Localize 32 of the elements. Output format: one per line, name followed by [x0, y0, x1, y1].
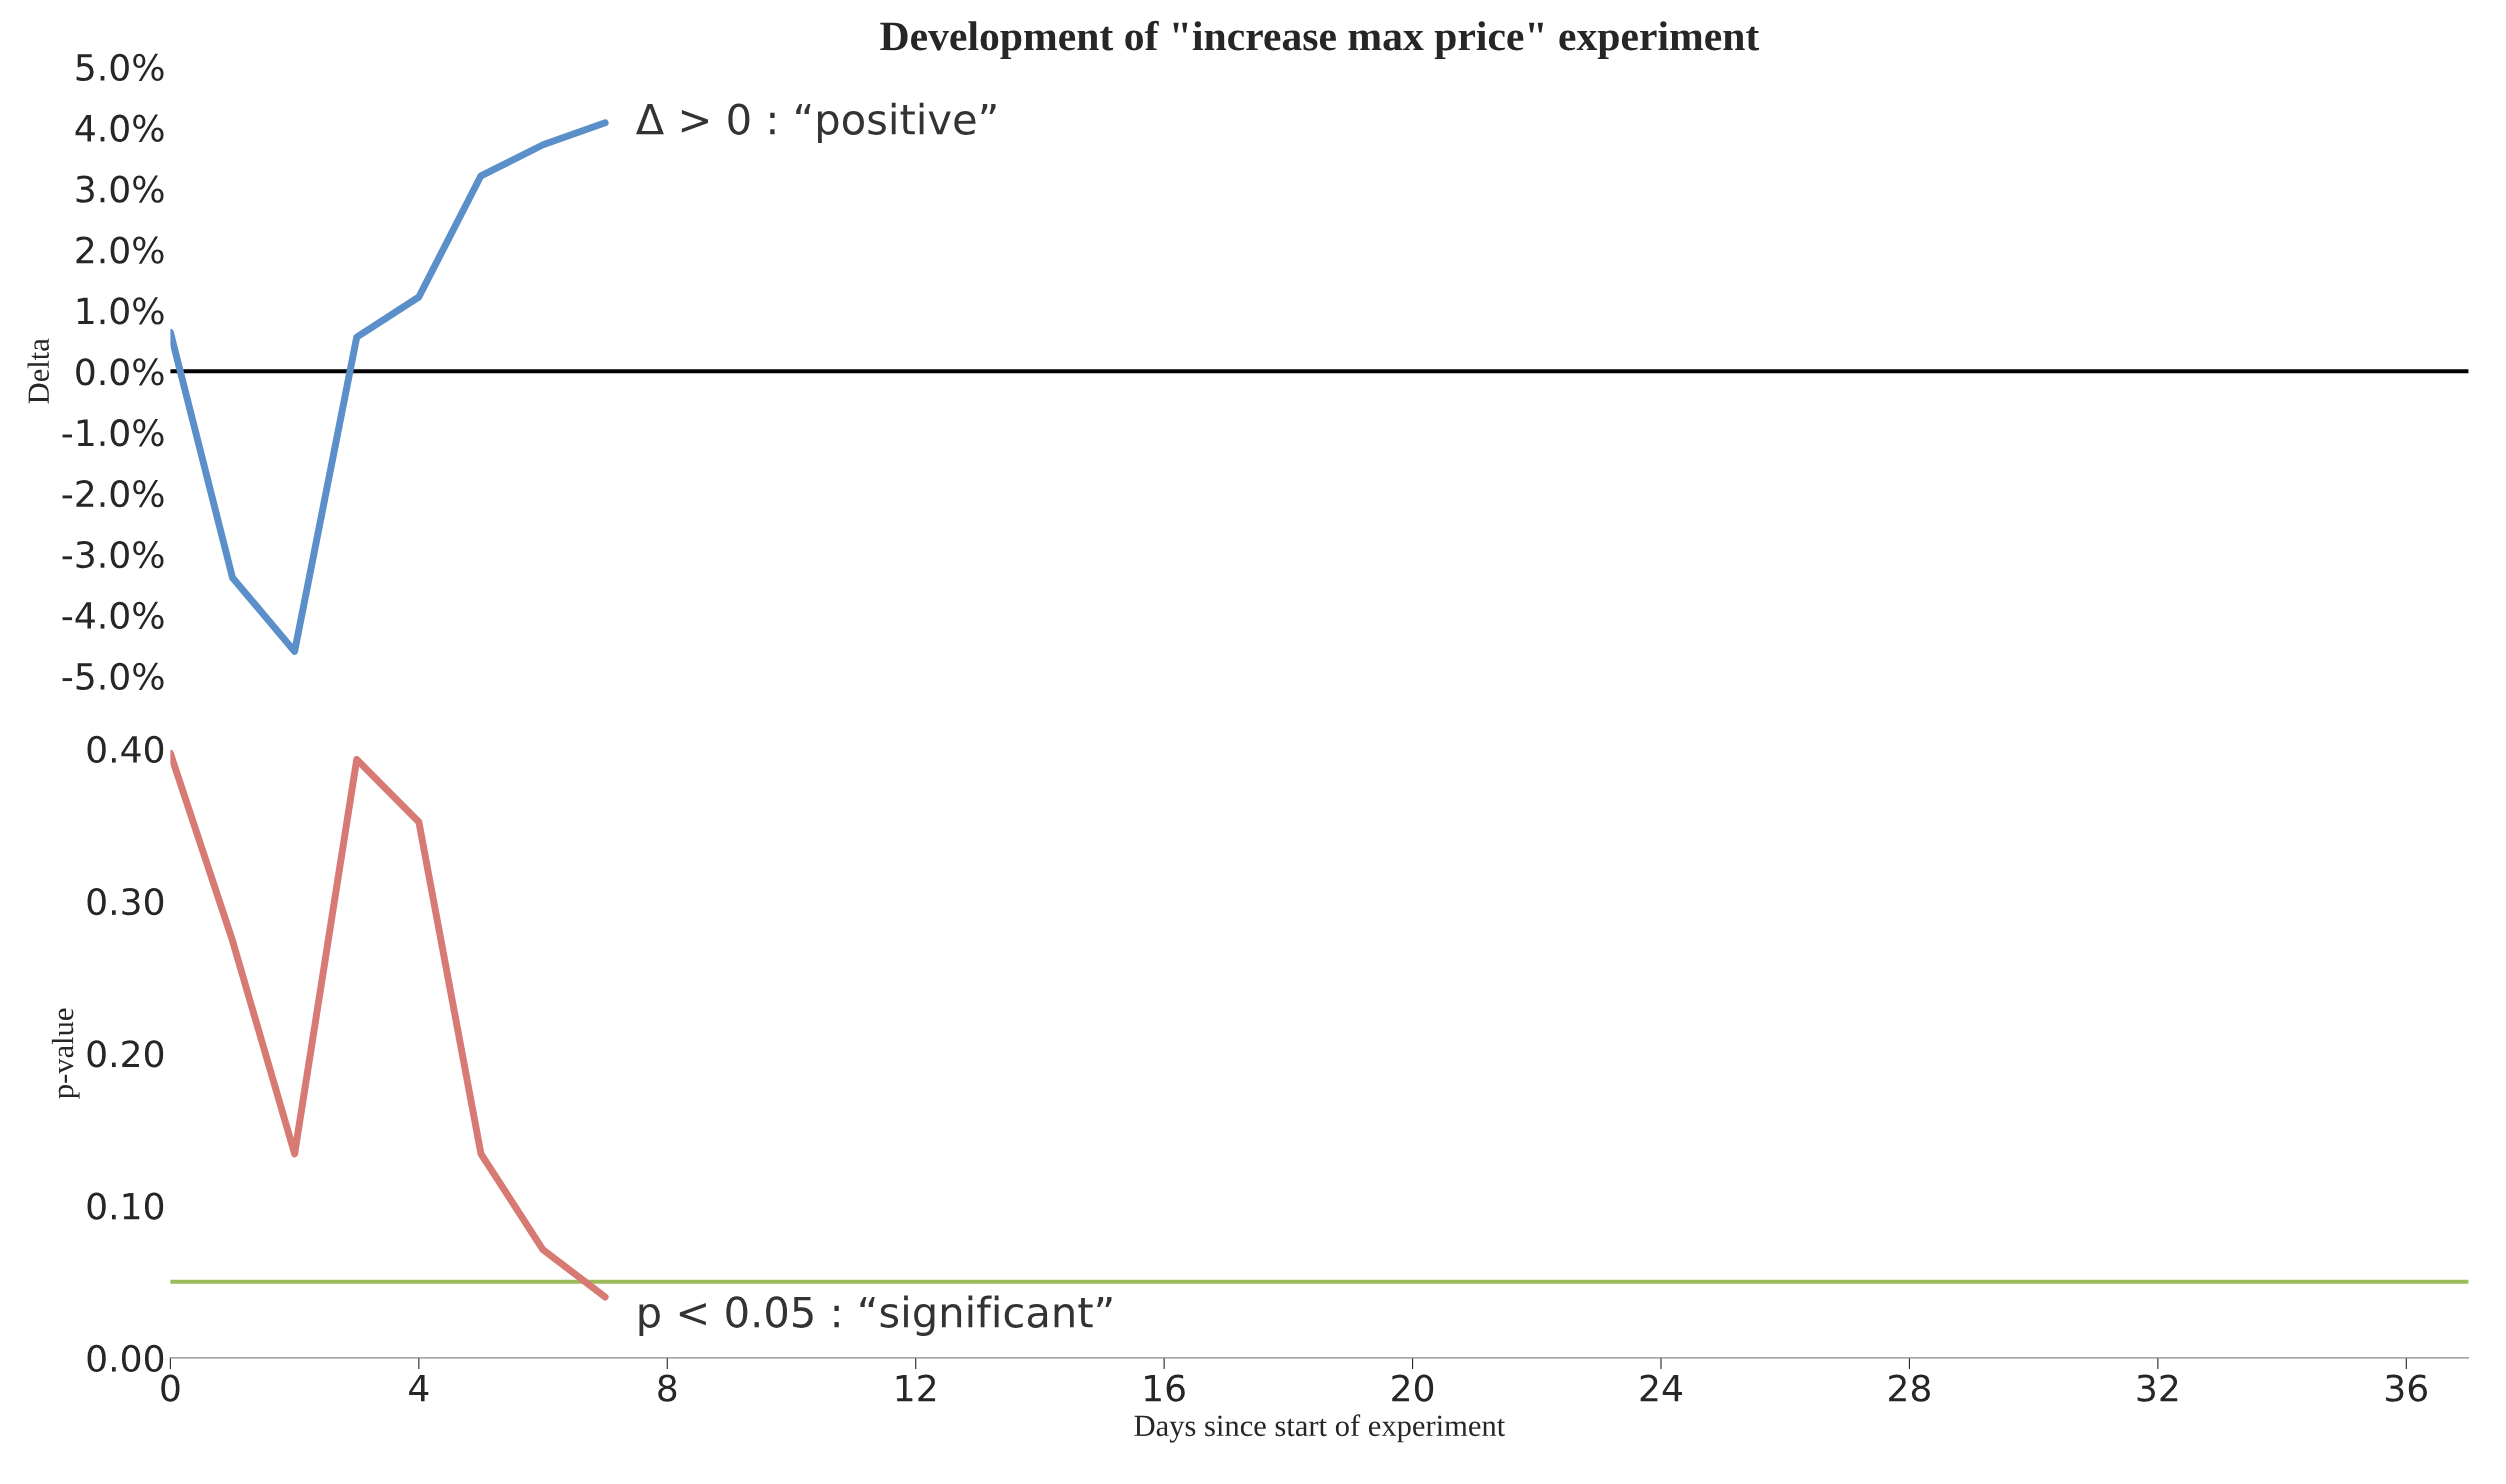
y-axis-title: Delta: [27, 338, 50, 404]
x-tick-label: 28: [1889, 1374, 1930, 1402]
x-tick-label: 16: [1145, 1374, 1185, 1402]
y-tick-label: 4.0%: [75, 114, 164, 142]
y-tick-label: -4.0%: [62, 601, 164, 630]
x-tick-label: 4: [409, 1374, 429, 1402]
y-tick-label: -1.0%: [62, 419, 164, 447]
x-tick-label: 32: [2137, 1374, 2178, 1402]
x-tick-label: 24: [1640, 1374, 1682, 1402]
y-tick-label: 0.10: [87, 1192, 164, 1220]
y-tick-label: 3.0%: [76, 175, 164, 203]
chart-title: Development of "increase max price" experiment: [880, 20, 1760, 59]
x-tick-label: 0: [161, 1374, 180, 1402]
annotation: Δ > 0 : “positive”: [636, 102, 996, 143]
x-tick-label: 12: [896, 1374, 936, 1402]
y-tick-label: 0.00: [87, 1344, 164, 1373]
y-axis-title: p-value: [51, 1008, 80, 1099]
y-tick-label: 0.0%: [76, 358, 164, 386]
y-tick-label: -2.0%: [62, 480, 164, 508]
x-tick-label: 36: [2386, 1374, 2427, 1402]
annotation: p < 0.05 : “significant”: [639, 1295, 1112, 1336]
y-tick-label: 0.20: [87, 1040, 164, 1068]
y-tick-label: 2.0%: [76, 236, 164, 264]
y-tick-label: 0.30: [87, 888, 164, 916]
y-tick-label: 0.40: [87, 735, 164, 764]
y-tick-label: 1.0%: [77, 297, 164, 325]
x-tick-label: 20: [1392, 1374, 1434, 1402]
y-tick-label: -3.0%: [62, 540, 164, 569]
x-tick-label: 8: [658, 1374, 677, 1402]
x-axis-title: Days since start of experiment: [1134, 1414, 1506, 1443]
y-tick-label: 5.0%: [76, 53, 164, 82]
y-tick-label: -5.0%: [62, 662, 164, 691]
